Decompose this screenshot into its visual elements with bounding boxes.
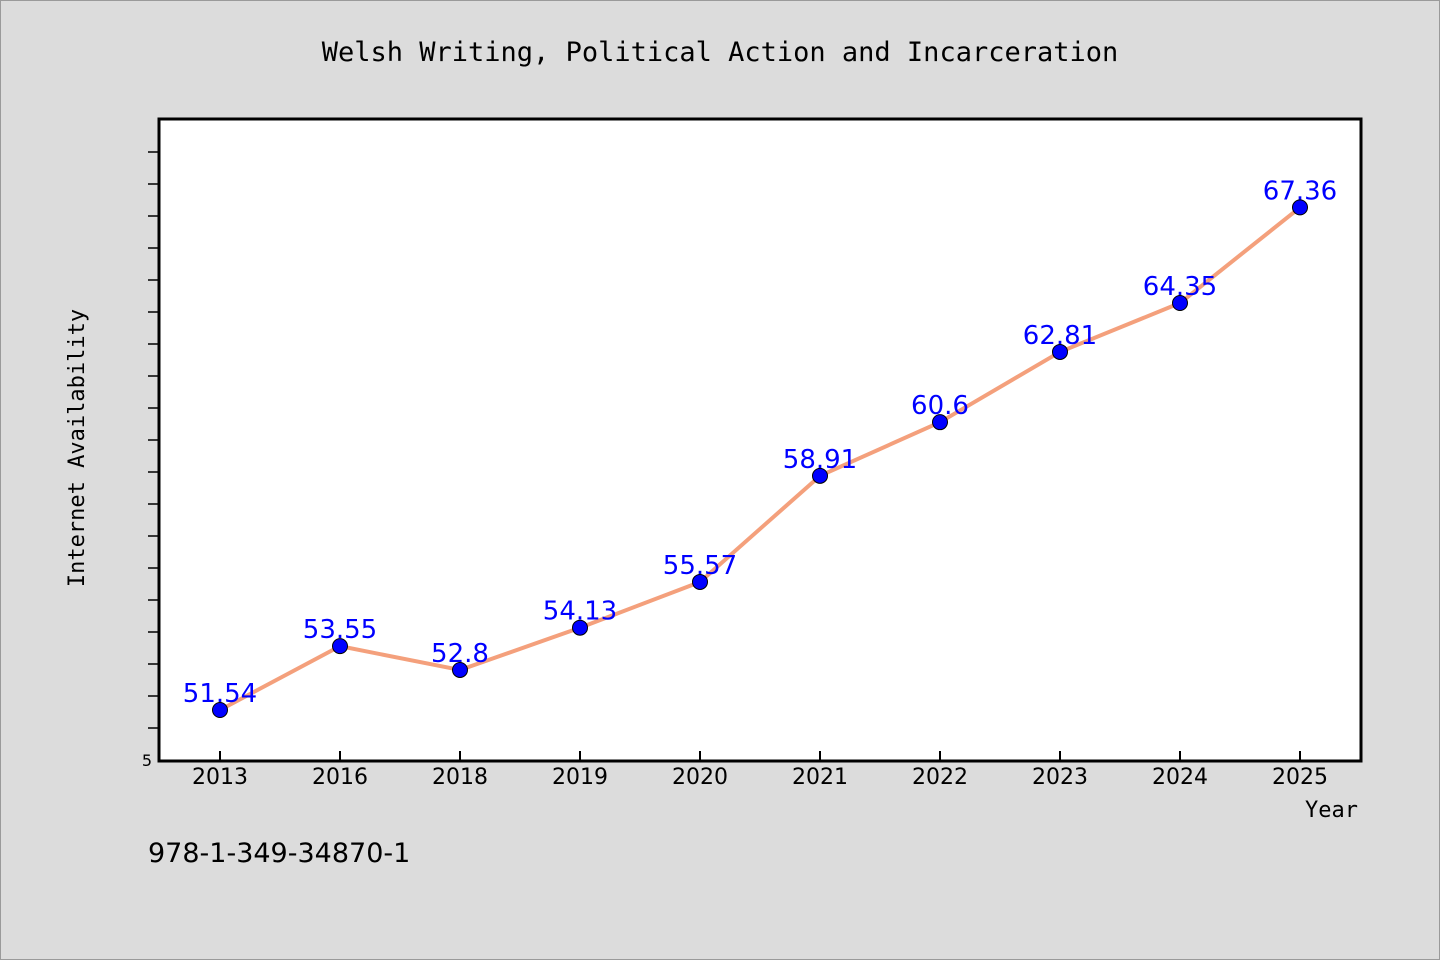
footer-isbn-text: 978-1-349-34870-1 [148, 838, 410, 869]
series-line-group: 51.54 53.55 52.8 54.13 55.57 58.91 60.6 62.81 64… [183, 176, 1337, 718]
data-label: 55.57 [663, 551, 737, 581]
data-label: 62.81 [1023, 321, 1097, 351]
x-tick-label: 2023 [1032, 765, 1088, 790]
data-label: 51.54 [183, 679, 257, 709]
x-tick-label: 2025 [1272, 765, 1328, 790]
data-label: 64.35 [1143, 272, 1217, 302]
data-point [1052, 343, 1068, 360]
x-tick-label: 2019 [552, 765, 608, 790]
data-point [932, 414, 948, 431]
data-point [1292, 199, 1308, 216]
x-tick-label: 2018 [432, 765, 488, 790]
data-point [332, 638, 348, 655]
data-label: 58.91 [783, 445, 857, 475]
x-tick-label: 2022 [912, 765, 968, 790]
data-point [692, 573, 708, 590]
y-axis-ticks [148, 151, 159, 729]
x-tick-label: 2013 [192, 765, 248, 790]
series-line [219, 205, 1302, 712]
data-point [452, 661, 468, 678]
x-axis-ticks: 2013 2016 2018 2019 2020 2021 2022 2023 2024 2025 [192, 751, 1328, 790]
data-point [1172, 295, 1188, 312]
x-tick-label: 2016 [312, 765, 368, 790]
data-point [812, 467, 828, 484]
chart-title: Welsh Writing, Political Action and Inca… [322, 37, 1119, 68]
data-label: 54.13 [543, 597, 617, 627]
data-label: 52.8 [431, 639, 489, 669]
data-label: 67.36 [1263, 176, 1337, 206]
data-point [572, 619, 588, 636]
plot-area [157, 117, 1363, 763]
x-axis-label: Year [1305, 798, 1358, 823]
x-tick-label: 2024 [1152, 765, 1208, 790]
x-tick-label: 2020 [672, 765, 728, 790]
x-tick-label: 2021 [792, 765, 848, 790]
data-point [212, 702, 228, 718]
data-label: 60.6 [911, 391, 969, 421]
y-tick-label: 5 [142, 751, 152, 770]
y-axis-label: Internet Availability [65, 309, 90, 587]
data-label: 53.55 [303, 615, 377, 645]
